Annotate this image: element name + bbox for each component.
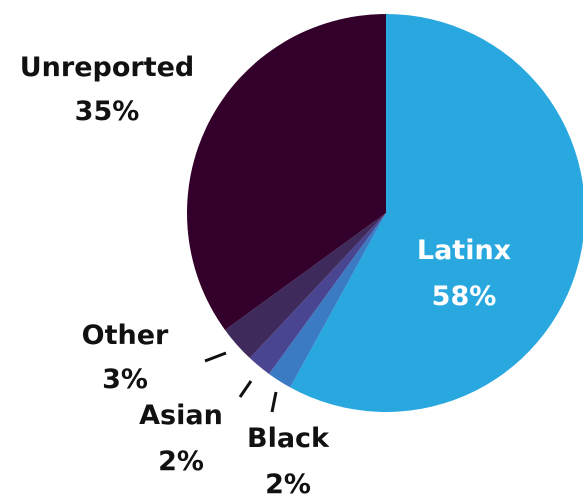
pie-slice-unreported <box>187 14 386 330</box>
pie-slice-asian <box>249 213 386 374</box>
slice-value-asian: 2% <box>158 446 204 477</box>
pie-slice-other <box>225 213 386 359</box>
slice-label-black: Black <box>247 423 330 454</box>
slice-label-other: Other <box>82 320 169 351</box>
slice-label-unreported: Unreported <box>20 52 195 83</box>
leader-lines <box>204 351 278 413</box>
leader-line-black <box>270 391 278 413</box>
slice-value-other: 3% <box>102 364 148 395</box>
slice-value-unreported: 35% <box>75 96 140 127</box>
leader-line-other <box>204 351 227 363</box>
slice-label-latinx: Latinx <box>417 235 511 266</box>
pie-slices <box>187 14 583 412</box>
leader-line-asian <box>238 380 253 398</box>
slice-value-black: 2% <box>265 469 311 496</box>
slice-label-asian: Asian <box>139 400 223 431</box>
slice-value-latinx: 58% <box>432 281 497 312</box>
pie-slice-black <box>269 213 386 388</box>
pie-slice-latinx <box>290 14 583 412</box>
slice-labels: Latinx 58% Black 2% Asian 2% Other 3% Unreported… <box>20 52 511 496</box>
